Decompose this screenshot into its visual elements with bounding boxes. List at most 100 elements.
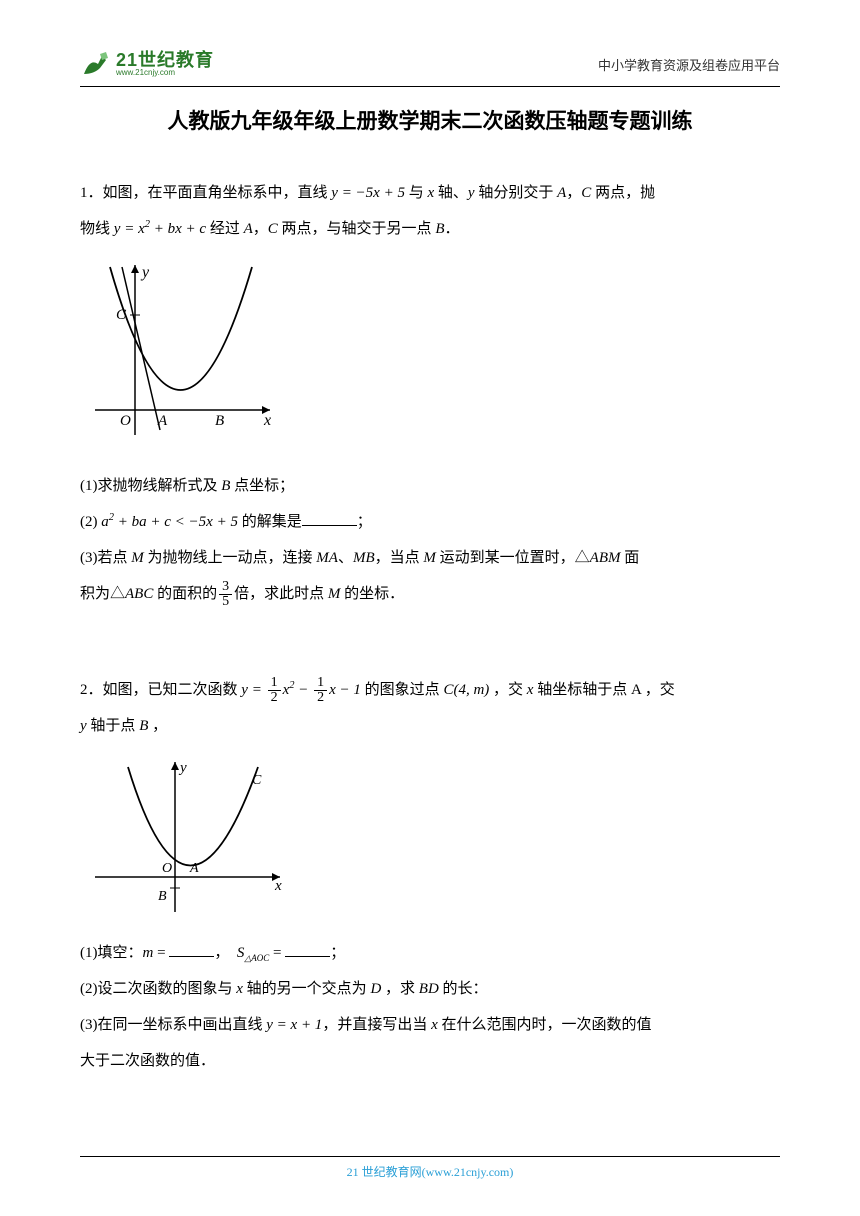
q2s1-text: ；: [330, 945, 345, 961]
footer-text: 21 世纪教育网(www.21cnjy.com): [80, 1163, 780, 1180]
logo-main-text: 21世纪教育: [116, 51, 214, 69]
frac-den: 2: [268, 691, 281, 705]
header-divider: [80, 86, 780, 87]
q1s3-MB: MB: [353, 550, 375, 566]
q2-number: 2．: [80, 682, 103, 698]
svg-text:A: A: [189, 861, 199, 876]
q2-sub4: 大于二次函数的值．: [80, 1043, 780, 1079]
q2s2-text: ，求: [381, 981, 419, 997]
q2-line1: 2．如图，已知二次函数 y = 12x2 − 12x − 1 的图象过点 C(4…: [80, 672, 780, 708]
q2-text: 如图，已知二次函数: [103, 682, 242, 698]
q2s1-blank1: [169, 942, 214, 957]
q1s4-frac: 35: [219, 580, 232, 609]
q1-text: 经过: [206, 221, 244, 237]
q2s2-text: (2)设二次函数的图象与: [80, 981, 236, 997]
svg-text:O: O: [162, 861, 172, 876]
question-1-subs: (1)求抛物线解析式及 B 点坐标； (2) a2 + ba + c < −5x…: [80, 468, 780, 612]
svg-text:y: y: [178, 760, 187, 776]
logo: 21世纪教育 www.21cnjy.com: [80, 50, 214, 78]
q1-C2: C: [268, 221, 278, 237]
q1-line2: 物线 y = x2 + bx + c 经过 A，C 两点，与轴交于另一点 B．: [80, 211, 780, 247]
q1-text: 与: [405, 185, 428, 201]
q1-text: ．: [444, 221, 459, 237]
q1s1-text: 点坐标；: [230, 478, 294, 494]
question-1: 1．如图，在平面直角坐标系中，直线 y = −5x + 5 与 x 轴、y 轴分…: [80, 175, 780, 247]
q2s1-text: ，: [214, 945, 229, 961]
q1s3-M2: M: [423, 550, 436, 566]
page-title: 人教版九年级年级上册数学期末二次函数压轴题专题训练: [80, 105, 780, 135]
q2s2-text: 轴的另一个交点为: [243, 981, 371, 997]
q2-text: ，交: [489, 682, 527, 698]
q1s3-ABM: ABM: [590, 550, 621, 566]
q1-text: 轴、: [434, 185, 468, 201]
q2-C: C(4, m): [443, 682, 489, 698]
q1-C: C: [581, 185, 591, 201]
q2s1-sub: △AOC: [244, 953, 269, 963]
q2-eq: y = 12x2 − 12x − 1: [241, 682, 361, 698]
q1s3-text: 运动到某一位置时，△: [436, 550, 590, 566]
q1-sub4: 积为△ABC 的面积的35倍，求此时点 M 的坐标．: [80, 576, 780, 612]
q2-text: −: [295, 682, 313, 698]
question-2: 2．如图，已知二次函数 y = 12x2 − 12x − 1 的图象过点 C(4…: [80, 672, 780, 744]
q1s2-text: 的解集是: [238, 514, 302, 530]
q1s4-ABC: ABC: [125, 586, 153, 602]
q1s2-text: ；: [357, 514, 372, 530]
svg-text:x: x: [274, 878, 282, 894]
q2s3-text: ，并直接写出当: [322, 1017, 431, 1033]
q2-y: y: [80, 718, 87, 734]
svg-text:O: O: [120, 413, 131, 429]
svg-text:B: B: [158, 889, 167, 904]
q1-eq2: y = x2 + bx + c: [114, 221, 206, 237]
q1s4-M: M: [328, 586, 341, 602]
q2-x: x: [329, 682, 336, 698]
q2-sub3: (3)在同一坐标系中画出直线 y = x + 1，并直接写出当 x 在什么范围内…: [80, 1007, 780, 1043]
svg-text:C: C: [252, 773, 262, 788]
q1-text: 两点，抛: [591, 185, 655, 201]
q2-y: y: [241, 682, 248, 698]
footer-divider: [80, 1156, 780, 1157]
q1s3-text: 、: [338, 550, 353, 566]
q1-sub1: (1)求抛物线解析式及 B 点坐标；: [80, 468, 780, 504]
svg-text:B: B: [215, 413, 224, 429]
page-footer: 21 世纪教育网(www.21cnjy.com): [80, 1156, 780, 1180]
q2s3-text: 在什么范围内时，一次函数的值: [438, 1017, 652, 1033]
q2-text: 轴于点: [87, 718, 140, 734]
q2-text: =: [248, 682, 266, 698]
q2-sub1: (1)填空：m = ， S△AOC = ；: [80, 935, 780, 971]
logo-icon: [80, 50, 112, 78]
frac-num: 3: [219, 580, 232, 595]
q2-B: B: [139, 718, 148, 734]
q2s1-text: =: [269, 945, 285, 961]
header-right-text: 中小学教育资源及组卷应用平台: [598, 55, 780, 74]
q2s1-blank2: [285, 942, 330, 957]
q1s4-text: 积为△: [80, 586, 125, 602]
q2s1-text: =: [153, 945, 169, 961]
svg-text:y: y: [140, 264, 150, 281]
frac-num: 1: [314, 676, 327, 691]
q1s2-eq: a2 + ba + c < −5x + 5: [101, 514, 238, 530]
q2-text: − 1: [336, 682, 361, 698]
q1s2-text: (2): [80, 514, 101, 530]
q2s3-x: x: [431, 1017, 438, 1033]
q1-eq1: y = −5x + 5: [331, 185, 405, 201]
q1-text: 如图，在平面直角坐标系中，直线: [103, 185, 332, 201]
q1s3-text: 为抛物线上一动点，连接: [144, 550, 317, 566]
graph-2: y x O A B C: [80, 752, 780, 927]
q2-text: 轴坐标轴于点 A ，交: [533, 682, 674, 698]
q1s3-M: M: [131, 550, 144, 566]
frac-num: 1: [268, 676, 281, 691]
svg-text:C: C: [116, 307, 127, 323]
q2-text: 的图象过点: [361, 682, 444, 698]
q2-text: ，: [148, 718, 167, 734]
q2s2-D: D: [370, 981, 381, 997]
frac-den: 2: [314, 691, 327, 705]
frac-den: 5: [219, 595, 232, 609]
q1-sub2: (2) a2 + ba + c < −5x + 5 的解集是 ；: [80, 504, 780, 540]
svg-text:A: A: [157, 413, 168, 429]
logo-sub-text: www.21cnjy.com: [116, 69, 214, 77]
q2s1-m: m: [143, 945, 154, 961]
q2-line2: y 轴于点 B ，: [80, 708, 780, 744]
q1-text: 物线: [80, 221, 114, 237]
q2s2-text: 的长：: [439, 981, 488, 997]
svg-text:x: x: [263, 412, 271, 429]
